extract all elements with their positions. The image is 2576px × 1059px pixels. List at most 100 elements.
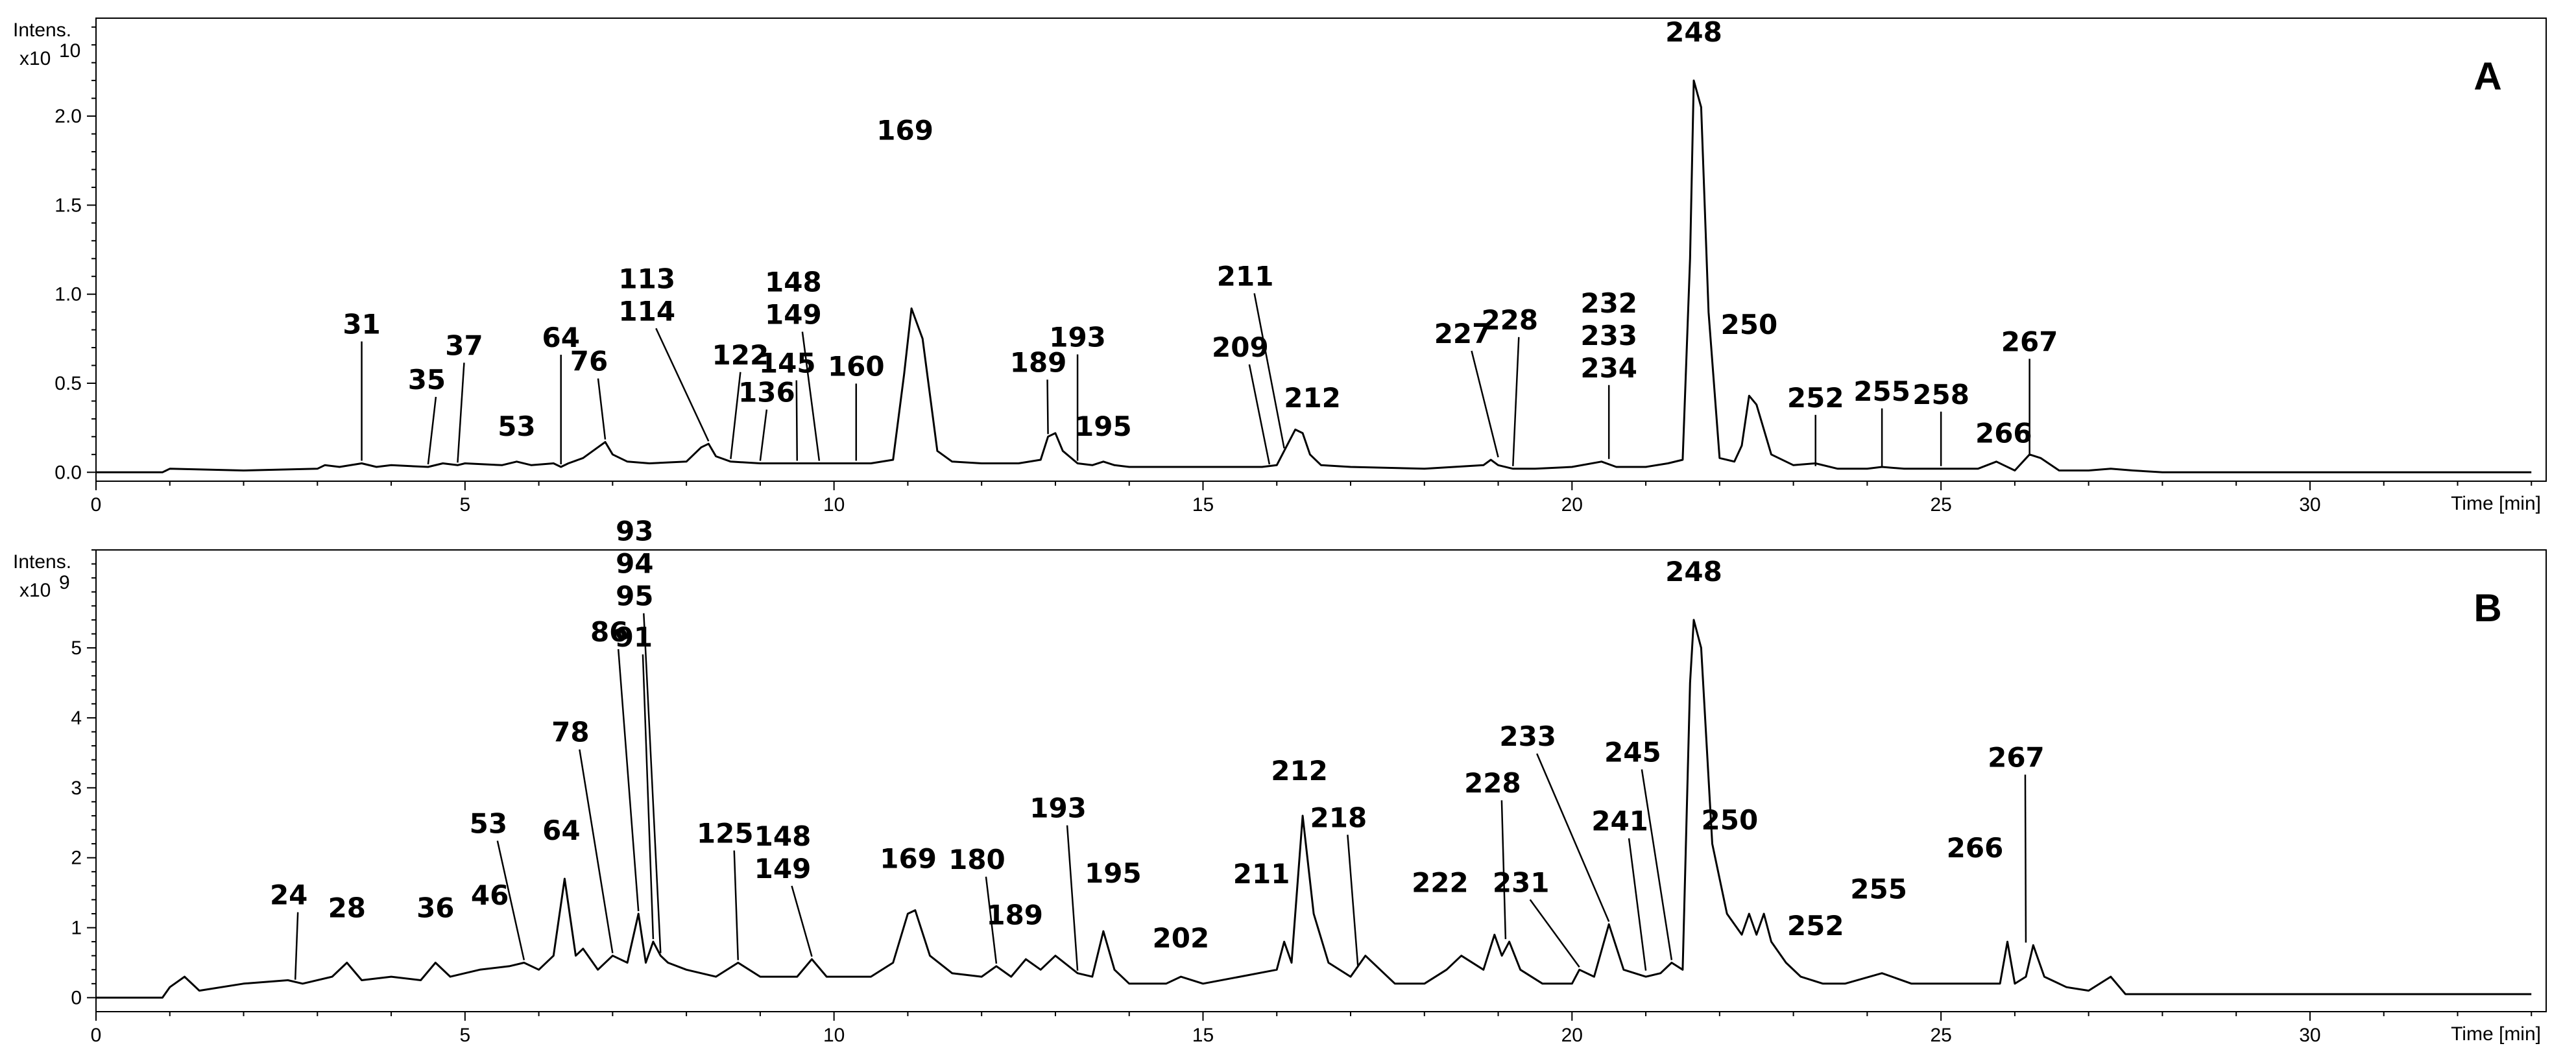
peak-label: 24 (270, 879, 307, 911)
peak-label: 91 (615, 621, 653, 653)
peak-leader-line (1512, 337, 1520, 466)
peak-label: 266 (1947, 832, 2004, 864)
x-tick-label: 25 (1930, 1025, 1951, 1046)
peak-leader-line (579, 749, 614, 953)
peak-label: 211 (1233, 858, 1290, 890)
peak-label: 250 (1702, 804, 1759, 836)
peak-leader-line (427, 396, 437, 465)
y-axis-exponent: 9 (59, 572, 70, 593)
peak-label: 93 (616, 516, 653, 547)
peak-label: 180 (948, 844, 1005, 875)
peak-leader-line (643, 613, 662, 953)
peak-label: 267 (2001, 326, 2058, 357)
x-tick-label: 20 (1561, 1025, 1583, 1046)
peak-label: 212 (1271, 755, 1328, 787)
peak-leader-line (759, 409, 768, 461)
peak-label: 64 (542, 322, 579, 353)
peak-leader-line (1347, 835, 1359, 968)
x-axis-label: Time [min] (2451, 1023, 2541, 1045)
peak-label: 195 (1075, 411, 1132, 442)
peak-leader-line (597, 378, 607, 440)
panel-label: B (2474, 586, 2501, 630)
peak-leader-line (1529, 899, 1580, 968)
x-tick-label: 0 (91, 1025, 102, 1046)
peak-label: 149 (754, 853, 812, 885)
peak-label: 53 (498, 411, 535, 442)
y-tick-label: 1 (71, 918, 82, 939)
peak-label: 114 (618, 295, 675, 327)
peak-leader-line (733, 850, 740, 960)
x-tick-label: 0 (91, 494, 102, 516)
x-tick-label: 5 (459, 494, 470, 516)
peak-label: 195 (1085, 857, 1142, 889)
peak-label: 209 (1212, 331, 1269, 363)
y-axis-multiplier: x10 (19, 580, 51, 601)
x-tick-label: 30 (2299, 494, 2320, 516)
peak-label: 189 (986, 899, 1043, 931)
y-tick-label: 0.0 (54, 462, 82, 483)
peak-leader-line (496, 840, 525, 960)
x-tick-label: 15 (1192, 1025, 1214, 1046)
peak-label: 37 (445, 329, 483, 361)
peak-label: 35 (408, 364, 446, 396)
y-tick-label: 3 (71, 778, 82, 799)
peak-label: 227 (1434, 318, 1491, 350)
panel-B: 0 5 10 15 20 25 30 0 1 2 3 4 5 Intens. x10 9 Time [min] 2… (13, 516, 2547, 1046)
y-tick-label: 5 (71, 637, 82, 659)
peak-label: 125 (697, 817, 754, 849)
peak-label: 228 (1464, 767, 1521, 799)
peak-leader-line (1248, 364, 1271, 465)
peak-label: 241 (1591, 805, 1648, 837)
peak-label: 148 (754, 820, 812, 852)
x-tick-label: 20 (1561, 494, 1583, 516)
peak-label: 255 (1850, 874, 1907, 905)
peak-label: 266 (1975, 417, 2032, 449)
peak-label: 231 (1493, 866, 1550, 898)
peak-label: 113 (618, 263, 675, 294)
y-axis-label: Intens. (13, 551, 71, 573)
peak-leader-line (730, 372, 741, 459)
peak-leader-line (1641, 769, 1673, 960)
peak-label: 122 (712, 339, 769, 371)
peak-leader-line (801, 331, 821, 461)
peak-label: 148 (765, 267, 822, 298)
peak-leader-line (2024, 774, 2027, 943)
peak-label: 31 (343, 309, 380, 340)
peak-label: 46 (471, 879, 509, 911)
peak-label: 86 (590, 616, 628, 648)
x-tick-label: 25 (1930, 494, 1951, 516)
peak-label: 233 (1580, 320, 1637, 351)
peak-leader-line (1628, 838, 1647, 971)
peak-label: 267 (1988, 742, 2045, 774)
peak-label: 248 (1665, 16, 1722, 48)
y-tick-label: 2.0 (54, 106, 82, 127)
peak-label: 252 (1787, 910, 1844, 942)
peak-label: 169 (880, 843, 937, 875)
panel-A: 0 5 10 15 20 25 30 0.0 0.5 1.0 1.5 2.0 Intens. x10 10 T… (13, 16, 2547, 516)
x-tick-label: 10 (823, 1025, 845, 1046)
plot-frame (95, 549, 2547, 1012)
peak-leader-line (985, 876, 998, 964)
peak-label: 252 (1787, 382, 1844, 414)
peak-label: 53 (470, 807, 507, 839)
peak-label: 136 (738, 377, 795, 409)
peak-label: 248 (1665, 556, 1722, 588)
peak-leader-line (1536, 753, 1610, 922)
peak-label: 233 (1499, 720, 1556, 752)
y-axis-label: Intens. (13, 19, 71, 41)
peak-label: 232 (1580, 287, 1637, 319)
peak-label: 218 (1310, 802, 1367, 833)
peak-label: 95 (616, 580, 653, 612)
y-axis-multiplier: x10 (19, 48, 51, 69)
peak-leader-line (617, 648, 640, 912)
peak-label: 212 (1284, 382, 1341, 414)
x-tick-label: 10 (823, 494, 845, 516)
peak-label: 258 (1912, 379, 1969, 411)
x-tick-label: 5 (459, 1025, 470, 1046)
peak-label: 211 (1217, 260, 1274, 292)
peak-leader-line (1471, 350, 1499, 458)
plot-frame (95, 18, 2547, 482)
x-tick-label: 15 (1192, 494, 1214, 516)
